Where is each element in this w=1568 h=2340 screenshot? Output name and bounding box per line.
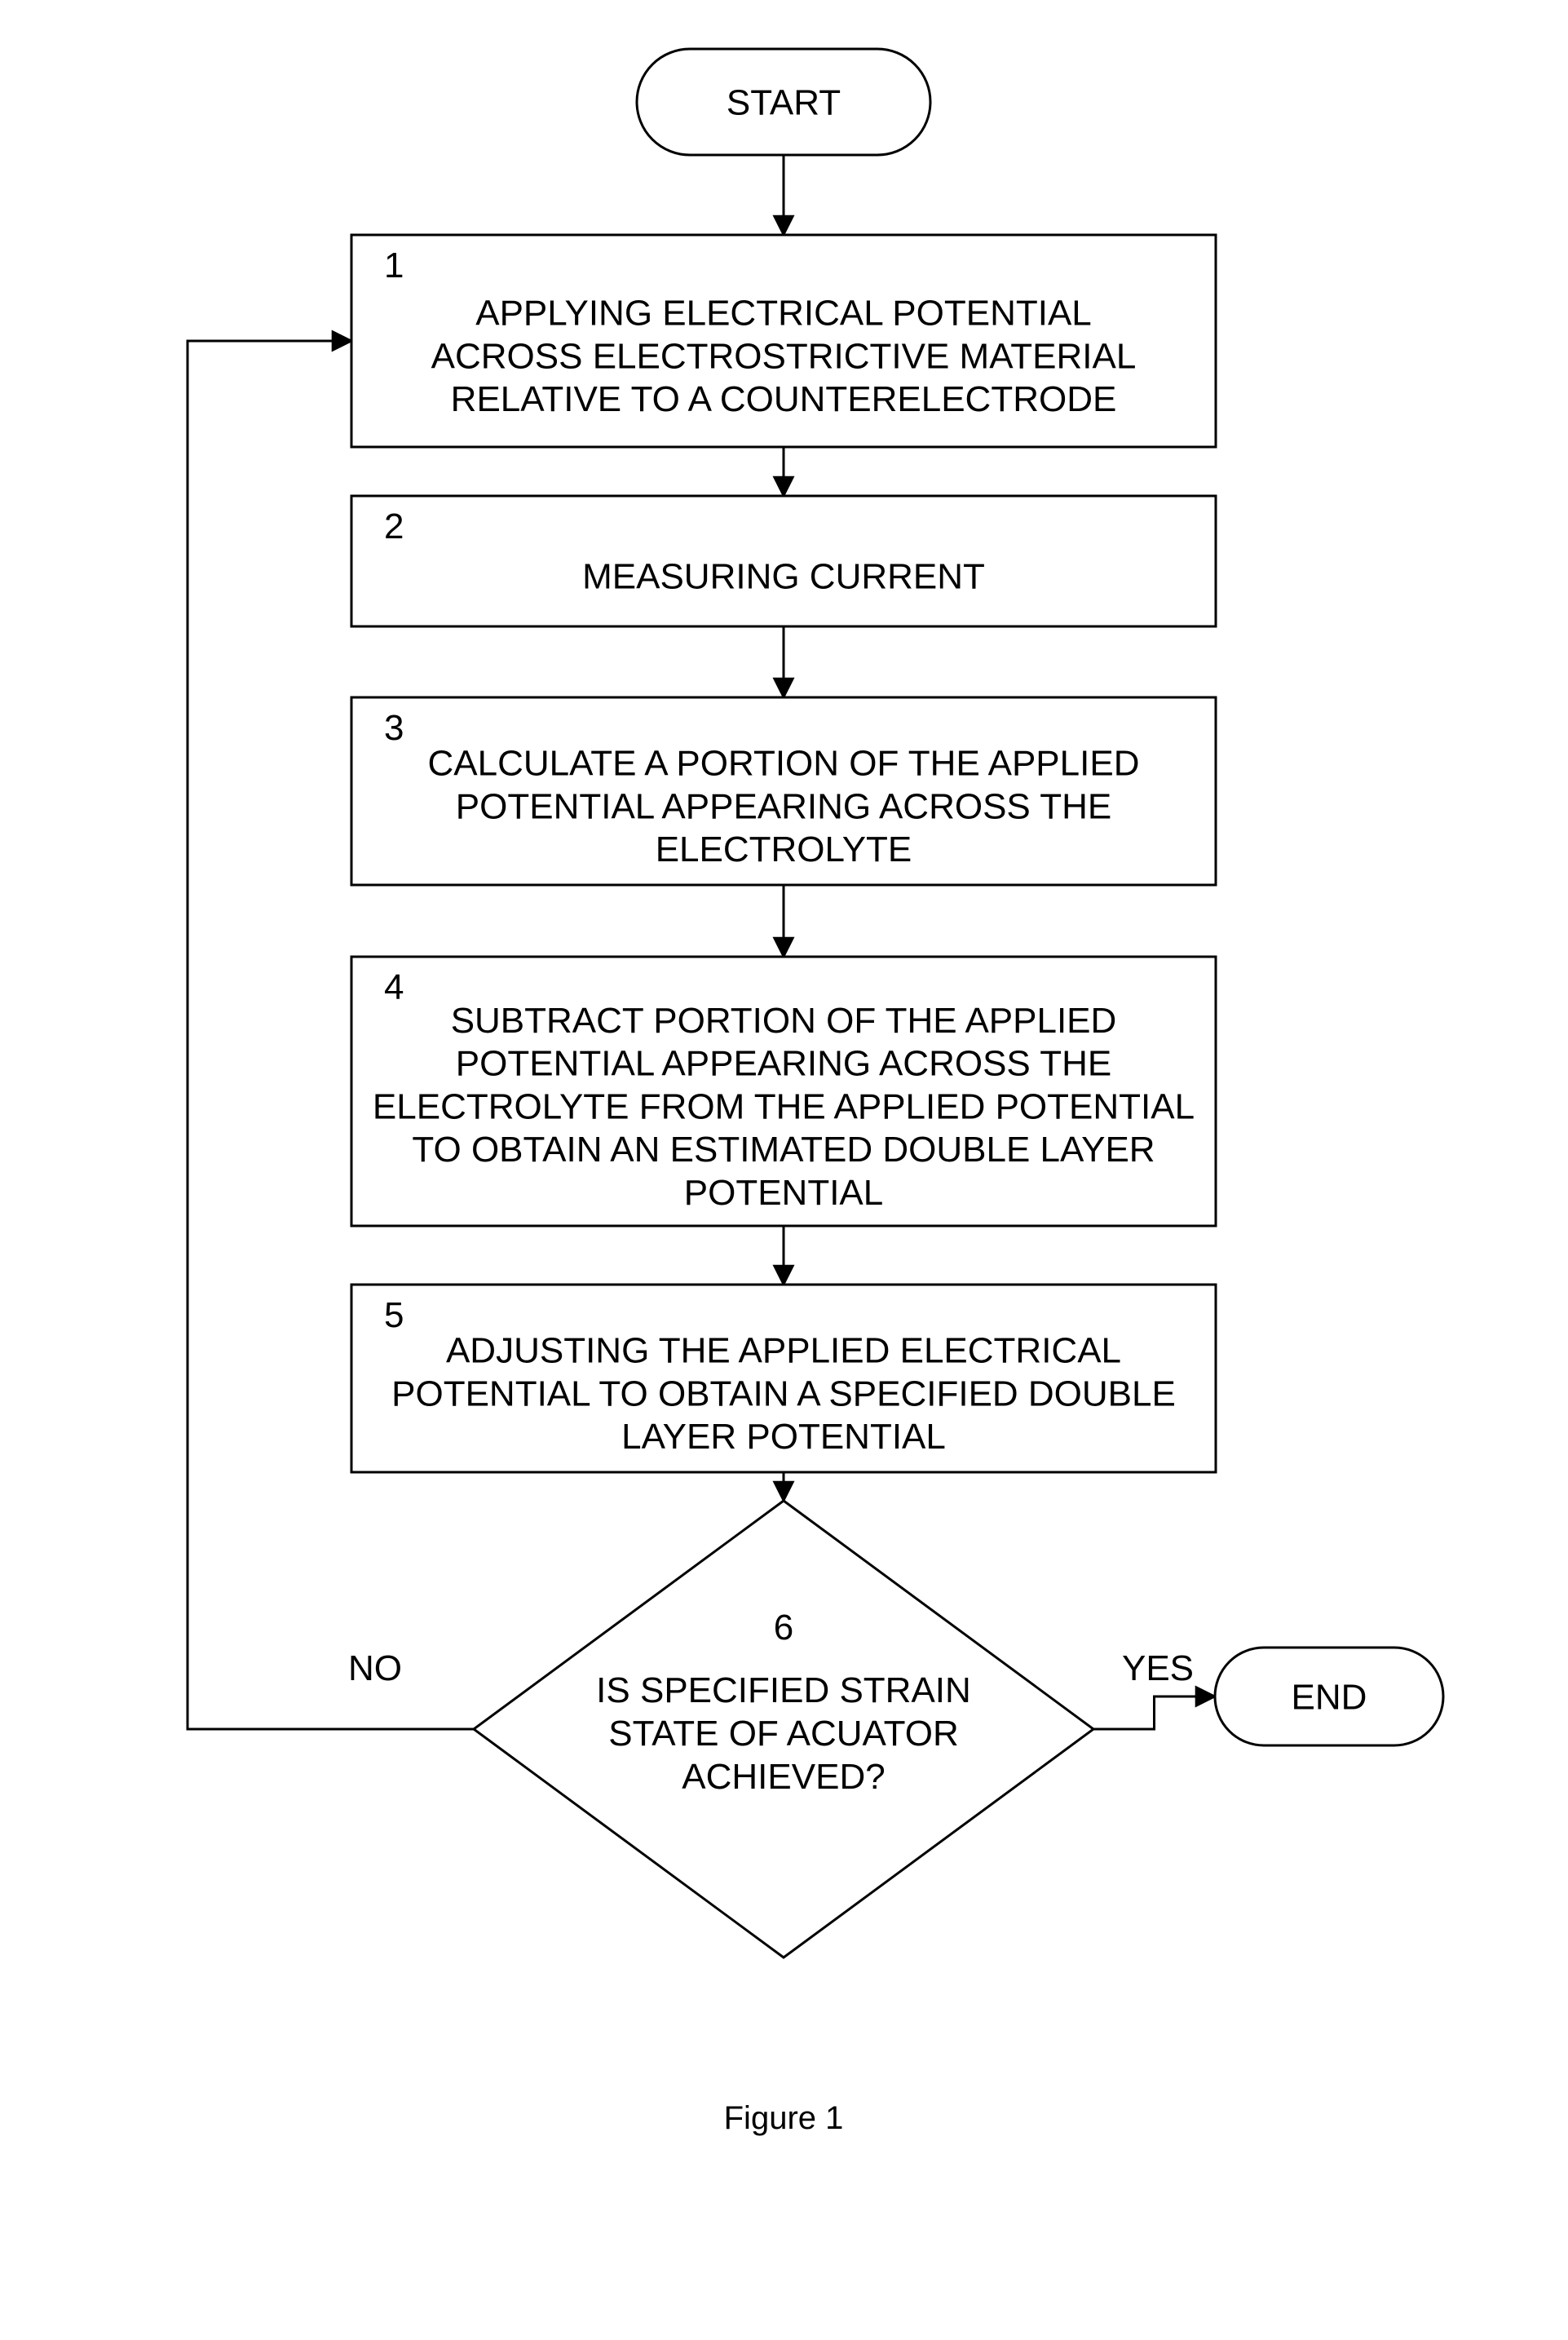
node-label-decision-line-2: ACHIEVED? xyxy=(682,1757,885,1797)
node-number-step5: 5 xyxy=(384,1295,404,1335)
node-step5: 5 ADJUSTING THE APPLIED ELECTRICALPOTENTI… xyxy=(351,1285,1216,1472)
node-label-step1-line-2: RELATIVE TO A COUNTERELECTRODE xyxy=(451,379,1117,419)
node-label-end-line-0: END xyxy=(1292,1677,1367,1717)
node-decision: 6 IS SPECIFIED STRAINSTATE OF ACUATORACHI… xyxy=(474,1501,1093,1957)
figure-label: Figure 1 xyxy=(724,2100,844,2136)
node-number-step4: 4 xyxy=(384,967,404,1007)
node-label-step3-line-2: ELECTROLYTE xyxy=(656,829,912,869)
node-label-step2-line-0: MEASURING CURRENT xyxy=(582,556,985,596)
node-label-step1-line-1: ACROSS ELECTROSTRICTIVE MATERIAL xyxy=(431,336,1137,376)
node-label-start-line-0: START xyxy=(727,82,841,122)
node-label-step1-line-0: APPLYING ELECTRICAL POTENTIAL xyxy=(475,294,1092,334)
node-number-decision: 6 xyxy=(774,1608,793,1648)
edge-label-no: NO xyxy=(348,1648,402,1688)
node-label-step3-line-1: POTENTIAL APPEARING ACROSS THE xyxy=(456,786,1111,826)
node-step3: 3 CALCULATE A PORTION OF THE APPLIEDPOTEN… xyxy=(351,697,1216,885)
node-label-decision-line-0: IS SPECIFIED STRAIN xyxy=(596,1670,971,1710)
node-label-step5-line-0: ADJUSTING THE APPLIED ELECTRICAL xyxy=(446,1331,1121,1371)
edge-decision-to-end xyxy=(1093,1696,1215,1729)
node-number-step1: 1 xyxy=(384,246,404,285)
node-label-step4-line-2: ELECTROLYTE FROM THE APPLIED POTENTIAL xyxy=(373,1086,1195,1126)
node-label-step4-line-0: SUBTRACT PORTION OF THE APPLIED xyxy=(451,1001,1117,1041)
node-label-step5-line-2: LAYER POTENTIAL xyxy=(621,1417,946,1457)
node-number-step2: 2 xyxy=(384,506,404,546)
node-step2: 2 MEASURING CURRENT xyxy=(351,496,1216,626)
node-label-decision-line-1: STATE OF ACUATOR xyxy=(608,1714,958,1754)
node-label-step5-line-1: POTENTIAL TO OBTAIN A SPECIFIED DOUBLE xyxy=(391,1373,1176,1413)
edge-label-yes: YES xyxy=(1122,1648,1194,1688)
node-label-step4-line-1: POTENTIAL APPEARING ACROSS THE xyxy=(456,1044,1111,1084)
node-number-step3: 3 xyxy=(384,708,404,748)
node-start: START xyxy=(637,49,930,155)
node-label-step4-line-4: POTENTIAL xyxy=(684,1173,884,1213)
flowchart-canvas: YES NO START 1 APPLYING ELECTRICAL POTENTIAL… xyxy=(0,0,1568,2336)
node-step4: 4SUBTRACT PORTION OF THE APPLIEDPOTENTIA… xyxy=(351,957,1216,1226)
node-label-step4-line-3: TO OBTAIN AN ESTIMATED DOUBLE LAYER xyxy=(412,1130,1155,1170)
node-end: END xyxy=(1215,1648,1443,1745)
node-step1: 1 APPLYING ELECTRICAL POTENTIALACROSS ELE… xyxy=(351,235,1216,447)
node-label-step3-line-0: CALCULATE A PORTION OF THE APPLIED xyxy=(428,744,1140,784)
